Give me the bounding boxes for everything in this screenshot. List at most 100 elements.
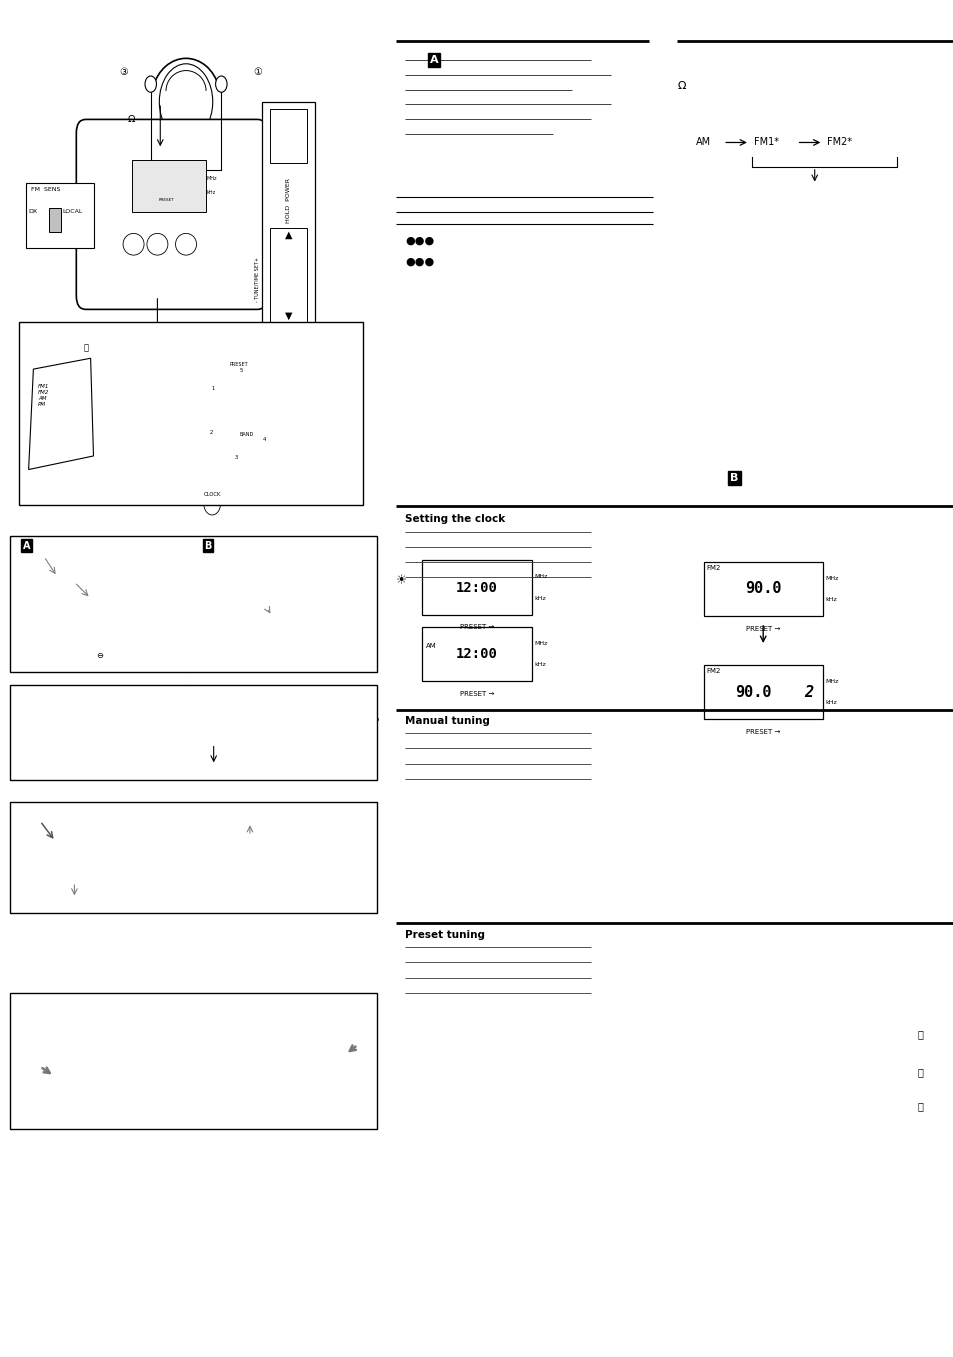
Text: 🔑: 🔑 — [917, 1029, 923, 1039]
Bar — [702, 562, 821, 616]
Text: 12:00: 12:00 — [456, 581, 497, 594]
Text: 3: 3 — [234, 455, 237, 460]
Text: B: B — [204, 540, 212, 551]
Text: ▼: ▼ — [285, 311, 292, 322]
FancyBboxPatch shape — [219, 712, 250, 756]
Text: Preset tuning: Preset tuning — [405, 930, 485, 939]
Text: ☀: ☀ — [395, 574, 406, 588]
Bar — [421, 560, 532, 615]
Text: 90.0: 90.0 — [744, 581, 781, 597]
Text: 2: 2 — [802, 684, 812, 700]
Circle shape — [32, 715, 51, 742]
Text: A: A — [429, 54, 438, 65]
Polygon shape — [29, 358, 93, 470]
FancyBboxPatch shape — [216, 824, 291, 900]
Text: ●●●: ●●● — [405, 256, 435, 266]
Circle shape — [203, 491, 220, 516]
Text: 5: 5 — [239, 368, 243, 373]
Text: kHz: kHz — [206, 190, 215, 195]
Bar — [270, 228, 307, 326]
Bar — [270, 109, 307, 163]
Text: FM2: FM2 — [705, 565, 720, 570]
FancyBboxPatch shape — [42, 825, 114, 893]
Text: FM  SENS: FM SENS — [30, 187, 60, 193]
FancyBboxPatch shape — [26, 584, 83, 649]
Text: ▲: ▲ — [285, 229, 292, 240]
Text: Setting the clock: Setting the clock — [405, 514, 505, 524]
Text: Manual tuning: Manual tuning — [405, 716, 490, 726]
Text: 90.0: 90.0 — [735, 684, 771, 700]
Ellipse shape — [202, 422, 220, 442]
Text: DX: DX — [29, 209, 38, 214]
FancyBboxPatch shape — [76, 119, 267, 309]
FancyBboxPatch shape — [17, 703, 74, 768]
Circle shape — [233, 847, 258, 882]
Text: ③: ③ — [119, 66, 129, 77]
Ellipse shape — [204, 379, 222, 399]
FancyBboxPatch shape — [270, 570, 329, 660]
FancyBboxPatch shape — [51, 1027, 119, 1103]
Bar — [10, 685, 376, 780]
Text: FM1
FM2
AM
PM: FM1 FM2 AM PM — [38, 384, 50, 407]
Ellipse shape — [147, 233, 168, 255]
Text: PRESET →: PRESET → — [459, 624, 494, 630]
Text: A: A — [23, 540, 30, 551]
Text: MHz: MHz — [534, 641, 548, 646]
Text: Ω: Ω — [677, 81, 685, 91]
Text: MHz: MHz — [824, 678, 839, 684]
Bar — [19, 323, 362, 506]
Bar — [10, 536, 376, 672]
Text: - TUNE/TIME SET+: - TUNE/TIME SET+ — [254, 256, 259, 303]
Bar — [200, 711, 233, 757]
Text: PRESET →: PRESET → — [745, 729, 780, 734]
Text: FM2*: FM2* — [826, 137, 851, 148]
Circle shape — [68, 1042, 91, 1075]
Text: 2: 2 — [209, 430, 213, 436]
Bar — [132, 160, 206, 212]
Ellipse shape — [233, 360, 251, 380]
Text: 🔑: 🔑 — [917, 1067, 923, 1077]
Text: PRESET →: PRESET → — [459, 691, 494, 696]
Text: AM: AM — [425, 643, 436, 649]
Ellipse shape — [123, 233, 144, 255]
Text: FM2: FM2 — [705, 668, 720, 673]
Bar — [10, 993, 376, 1129]
Text: kHz: kHz — [824, 700, 837, 706]
Text: CLOCK: CLOCK — [203, 493, 221, 498]
Circle shape — [275, 199, 302, 237]
Text: kHz: kHz — [534, 662, 546, 668]
Text: 🔑: 🔑 — [917, 1101, 923, 1111]
Ellipse shape — [227, 448, 245, 468]
Ellipse shape — [175, 233, 196, 255]
Text: 🗝: 🗝 — [84, 343, 89, 353]
Text: LOCAL: LOCAL — [63, 209, 83, 214]
Text: ⊖: ⊖ — [96, 651, 104, 660]
Bar — [262, 103, 314, 327]
Text: MHz: MHz — [824, 575, 839, 581]
Text: FM1*: FM1* — [753, 137, 778, 148]
Bar — [49, 208, 61, 232]
Bar — [10, 802, 376, 913]
Circle shape — [145, 76, 156, 92]
Text: 1: 1 — [212, 387, 215, 391]
Text: kHz: kHz — [824, 597, 837, 603]
Text: AM: AM — [696, 137, 711, 148]
Text: PRESET: PRESET — [230, 361, 248, 366]
Circle shape — [239, 1042, 262, 1075]
Text: 12:00: 12:00 — [456, 647, 497, 661]
Bar — [116, 590, 134, 642]
Text: PRESET →: PRESET → — [745, 626, 780, 631]
Circle shape — [56, 844, 81, 879]
Text: Ω: Ω — [128, 114, 135, 125]
Text: BAND: BAND — [239, 432, 253, 437]
Text: 4: 4 — [262, 437, 266, 441]
Text: kHz: kHz — [534, 596, 546, 601]
Text: PRESET: PRESET — [159, 198, 174, 202]
Circle shape — [159, 64, 213, 140]
Text: ●●●: ●●● — [405, 236, 435, 246]
Ellipse shape — [254, 429, 273, 449]
Text: MHz: MHz — [206, 176, 216, 182]
Bar — [702, 665, 821, 719]
Text: ①: ① — [253, 66, 262, 77]
FancyBboxPatch shape — [201, 565, 266, 641]
